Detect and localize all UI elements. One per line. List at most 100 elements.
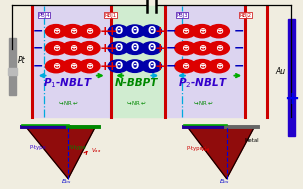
Text: +: + — [99, 60, 110, 73]
Bar — [8, 68, 17, 75]
Text: N-type: N-type — [68, 145, 86, 150]
Circle shape — [79, 60, 100, 73]
Polygon shape — [187, 127, 255, 179]
Text: RBJ2: RBJ2 — [239, 13, 251, 18]
Text: Θ: Θ — [131, 26, 139, 36]
Bar — [165, 6, 245, 117]
Text: P$_1$-NBLT: P$_1$-NBLT — [43, 76, 93, 90]
Circle shape — [108, 42, 128, 54]
Text: −: − — [234, 60, 245, 73]
Text: Au: Au — [275, 67, 285, 76]
Text: +: + — [99, 25, 110, 38]
Text: ⊕: ⊕ — [215, 43, 223, 53]
Text: N-BBPT: N-BBPT — [115, 78, 158, 88]
Text: −: − — [166, 25, 176, 38]
Circle shape — [125, 42, 145, 54]
Text: ⊕: ⊕ — [181, 43, 189, 53]
Text: ⊕: ⊕ — [52, 61, 60, 71]
Text: $V_{aa}$: $V_{aa}$ — [200, 145, 210, 154]
Text: Metal: Metal — [244, 138, 259, 143]
Circle shape — [175, 25, 196, 38]
Text: Θ: Θ — [147, 43, 156, 53]
Text: +: + — [154, 25, 165, 38]
Text: PBJ3: PBJ3 — [176, 13, 188, 18]
Text: ⊕: ⊕ — [85, 43, 93, 53]
Text: P-typed: P-typed — [186, 146, 206, 151]
Circle shape — [79, 42, 100, 55]
Text: ⊕: ⊕ — [181, 61, 189, 71]
Text: ⊕: ⊕ — [215, 26, 223, 36]
Text: ⊕: ⊕ — [215, 61, 223, 71]
Bar — [111, 6, 165, 117]
Text: ⊕: ⊕ — [69, 26, 77, 36]
Text: Θ: Θ — [131, 43, 139, 53]
Bar — [32, 6, 111, 117]
Text: Θ: Θ — [114, 61, 122, 71]
Text: ⊕: ⊕ — [52, 26, 60, 36]
Circle shape — [175, 60, 196, 73]
Text: ⊕: ⊕ — [85, 61, 93, 71]
Circle shape — [62, 25, 83, 38]
Text: ⊕: ⊕ — [69, 43, 77, 53]
Text: ⊕: ⊕ — [198, 26, 206, 36]
Text: Θ: Θ — [131, 61, 139, 71]
Text: Θ: Θ — [147, 26, 156, 36]
Text: P$_2$-NBLT: P$_2$-NBLT — [178, 76, 228, 90]
Circle shape — [62, 42, 83, 55]
Text: $V_{aa}$: $V_{aa}$ — [91, 146, 101, 155]
Text: −: − — [33, 42, 43, 55]
Circle shape — [191, 42, 213, 55]
Circle shape — [142, 25, 161, 37]
Text: −: − — [33, 60, 43, 73]
Bar — [9, 38, 16, 94]
Circle shape — [45, 25, 67, 38]
Text: +: + — [154, 60, 165, 73]
Text: ⊕: ⊕ — [198, 61, 206, 71]
Text: $E_{bs}$: $E_{bs}$ — [219, 177, 230, 186]
Text: ⊕: ⊕ — [69, 61, 77, 71]
Circle shape — [108, 60, 128, 72]
Text: +: + — [154, 42, 165, 55]
Text: $\hookrightarrow$NR$\hookleftarrow$: $\hookrightarrow$NR$\hookleftarrow$ — [57, 99, 79, 107]
Circle shape — [208, 25, 229, 38]
Text: PBJ4: PBJ4 — [38, 13, 50, 18]
Circle shape — [208, 60, 229, 73]
Text: $\hookrightarrow$NR$\hookleftarrow$: $\hookrightarrow$NR$\hookleftarrow$ — [192, 99, 214, 107]
Circle shape — [45, 60, 67, 73]
Text: −: − — [166, 60, 176, 73]
Text: −: − — [234, 42, 245, 55]
Circle shape — [142, 60, 161, 72]
Text: −: − — [166, 42, 176, 55]
Text: ⊕: ⊕ — [181, 26, 189, 36]
Text: $E_{bs}$: $E_{bs}$ — [61, 177, 72, 186]
Circle shape — [125, 60, 145, 72]
Circle shape — [142, 42, 161, 54]
Text: RBJ1: RBJ1 — [105, 13, 117, 18]
Text: +: + — [107, 42, 118, 55]
Polygon shape — [26, 127, 95, 179]
Text: +: + — [99, 42, 110, 55]
Text: Θ: Θ — [114, 43, 122, 53]
Circle shape — [191, 25, 213, 38]
Text: ⊕: ⊕ — [52, 43, 60, 53]
Text: +: + — [107, 60, 118, 73]
Text: +: + — [284, 90, 299, 108]
Text: +: + — [107, 25, 118, 38]
Circle shape — [125, 25, 145, 37]
Text: Θ: Θ — [114, 26, 122, 36]
Circle shape — [175, 42, 196, 55]
Text: P-type: P-type — [29, 145, 46, 150]
Text: −: − — [33, 25, 43, 38]
Circle shape — [62, 60, 83, 73]
Circle shape — [108, 25, 128, 37]
Circle shape — [208, 42, 229, 55]
Text: Θ: Θ — [147, 61, 156, 71]
Text: ⊕: ⊕ — [198, 43, 206, 53]
Text: $\hookrightarrow$NR$\hookleftarrow$: $\hookrightarrow$NR$\hookleftarrow$ — [125, 99, 147, 107]
Text: Pt: Pt — [18, 56, 26, 65]
Circle shape — [45, 42, 67, 55]
Text: −: − — [234, 25, 245, 38]
Circle shape — [191, 60, 213, 73]
Bar — [288, 19, 295, 136]
Circle shape — [79, 25, 100, 38]
